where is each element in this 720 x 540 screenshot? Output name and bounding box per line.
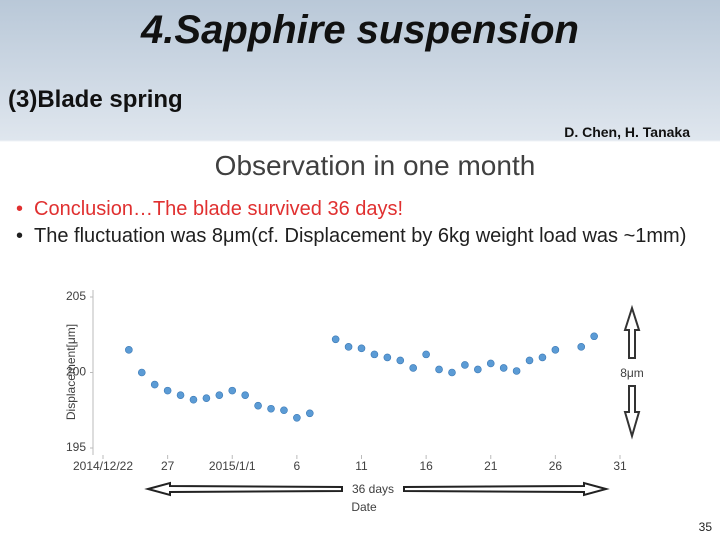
- data-point: [383, 353, 392, 362]
- data-point: [512, 367, 521, 375]
- y-tick-label: 195: [66, 440, 86, 454]
- data-point: [422, 350, 430, 359]
- data-point: [461, 361, 469, 369]
- x-tick-label: 2014/12/22: [73, 459, 133, 473]
- x-tick-label: 6: [294, 459, 301, 473]
- x-tick-label: 31: [613, 459, 627, 473]
- up-arrow: [623, 304, 641, 359]
- data-point: [305, 409, 314, 418]
- slide-subtitle: (3)Blade spring: [8, 86, 183, 113]
- x-tick-label: 26: [549, 459, 563, 473]
- data-point: [228, 386, 237, 395]
- data-point: [577, 343, 586, 351]
- data-point: [176, 391, 185, 399]
- data-point: [525, 356, 534, 365]
- data-point: [150, 380, 159, 389]
- data-point: [254, 401, 262, 410]
- slide-title: 4.Sapphire suspension: [141, 8, 579, 52]
- data-point: [435, 365, 443, 374]
- data-point: [499, 364, 508, 372]
- data-point: [215, 391, 224, 399]
- data-point: [486, 359, 495, 368]
- data-point: [357, 344, 366, 353]
- data-point: [370, 350, 379, 359]
- data-point: [538, 353, 547, 362]
- x-tick-label: 27: [161, 459, 175, 473]
- x-tick-label: 2015/1/1: [209, 459, 256, 473]
- data-point: [163, 386, 172, 395]
- data-point: [590, 332, 598, 341]
- x-tick-label: 21: [484, 459, 498, 473]
- data-point: [474, 365, 482, 374]
- x-tick-label: 11: [355, 459, 368, 473]
- y-tick-label: 200: [66, 365, 86, 379]
- data-point: [331, 335, 340, 344]
- y-tick-label: 205: [66, 289, 86, 303]
- bullet: Conclusion…The blade survived 36 days!: [14, 196, 704, 223]
- annotation: 8μm: [620, 366, 644, 380]
- data-point: [189, 395, 198, 404]
- data-point: [137, 368, 146, 377]
- down-arrow: [623, 385, 641, 440]
- page-number: 35: [698, 520, 712, 534]
- data-point: [551, 346, 560, 354]
- data-point: [344, 343, 353, 351]
- data-point: [448, 368, 456, 377]
- data-point: [125, 346, 133, 354]
- annotation: 36 days: [352, 482, 394, 496]
- y-axis-label: Displacement[μm]: [64, 324, 78, 420]
- x-axis-label: Date: [351, 500, 377, 514]
- data-point: [267, 404, 275, 413]
- bullet: The fluctuation was 8μm(cf. Displacement…: [14, 223, 704, 250]
- data-point: [396, 356, 405, 365]
- data-point: [280, 406, 288, 415]
- x-tick-label: 16: [419, 459, 433, 473]
- data-point: [293, 413, 301, 422]
- data-point: [241, 391, 249, 399]
- chart-title: Observation in one month: [214, 150, 536, 181]
- left-arrow: [144, 481, 343, 497]
- bullet-list: Conclusion…The blade survived 36 days! T…: [14, 196, 704, 250]
- data-point: [409, 364, 418, 372]
- right-arrow: [403, 481, 610, 497]
- authors: D. Chen, H. Tanaka: [564, 124, 690, 140]
- data-point: [202, 394, 211, 402]
